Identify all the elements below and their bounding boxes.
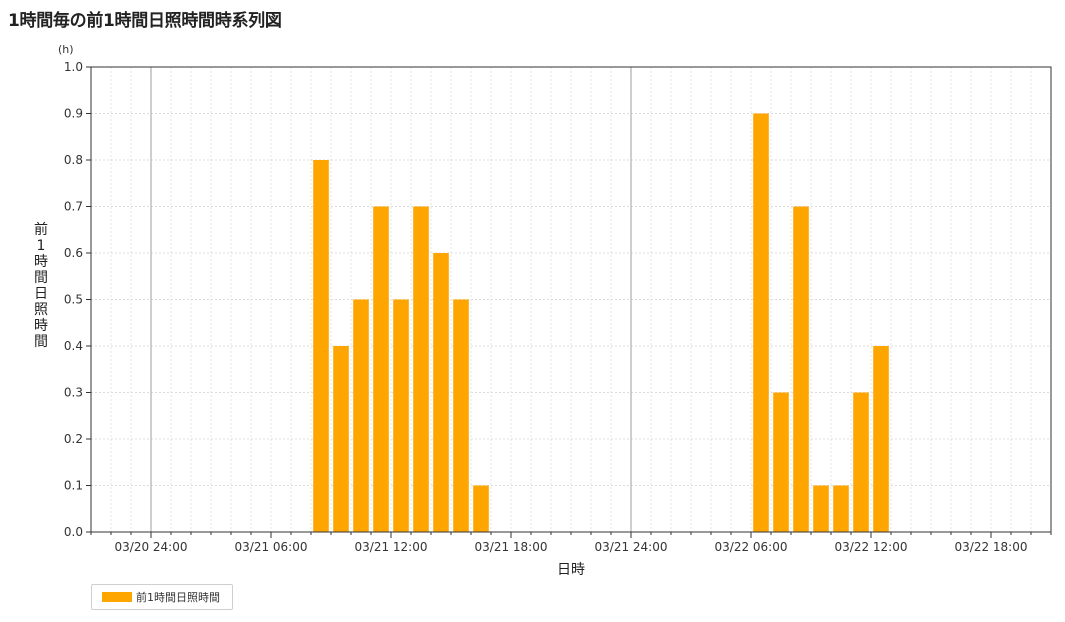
bar — [473, 485, 489, 532]
y-tick-label: 0.3 — [64, 386, 83, 400]
chart-title: 1時間毎の前1時間日照時間時系列図 — [8, 11, 282, 31]
bar — [373, 206, 389, 532]
bar — [453, 299, 469, 532]
legend-label: 前1時間日照時間 — [136, 591, 220, 604]
x-axis-label: 日時 — [557, 562, 585, 578]
y-axis-label-char: 前 — [34, 221, 48, 238]
legend[interactable]: 前1時間日照時間 — [91, 584, 233, 610]
bar — [333, 346, 349, 532]
y-axis-label-char: 照 — [34, 302, 48, 318]
grid-lines — [91, 67, 1051, 532]
y-tick-label: 0.2 — [64, 432, 83, 446]
y-axis-label-char: 間 — [34, 334, 48, 350]
bar — [433, 253, 449, 532]
x-tick-label: 03/22 12:00 — [835, 540, 908, 554]
x-tick-label: 03/22 06:00 — [715, 540, 788, 554]
x-tick-label: 03/21 06:00 — [235, 540, 308, 554]
y-tick-label: 0.0 — [64, 525, 83, 539]
y-tick-label: 0.7 — [64, 200, 83, 214]
bar-series — [313, 113, 889, 532]
axes: 0.0 0.1 0.2 0.3 0.4 0.5 0.6 0.7 0.8 0.9 1.0 03/20 2… — [64, 60, 1052, 554]
y-tick-label: 0.4 — [64, 339, 83, 353]
bar — [793, 206, 809, 532]
x-tick-label: 03/21 18:00 — [475, 540, 548, 554]
y-axis-label: 前1時間日照時間 — [34, 221, 48, 350]
bar — [413, 206, 429, 532]
y-axis-label-char: 時 — [34, 254, 48, 270]
bar — [853, 392, 869, 532]
y-tick-label: 0.5 — [64, 293, 83, 307]
bar — [393, 299, 409, 532]
bar — [833, 485, 849, 532]
y-tick-label: 1.0 — [64, 60, 83, 74]
bar — [353, 299, 369, 532]
y-tick-label: 0.1 — [64, 479, 83, 493]
x-tick-label: 03/21 24:00 — [595, 540, 668, 554]
y-axis-label-char: 間 — [34, 270, 48, 286]
y-axis-unit: (h) — [58, 43, 74, 56]
y-axis-label-char: 1 — [37, 238, 46, 254]
x-tick-label: 03/22 18:00 — [955, 540, 1028, 554]
legend-swatch — [102, 592, 132, 602]
bar — [753, 113, 769, 532]
y-axis-label-char: 日 — [34, 286, 48, 302]
y-tick-label: 0.6 — [64, 246, 83, 260]
bar — [773, 392, 789, 532]
x-tick-label: 03/21 12:00 — [355, 540, 428, 554]
y-tick-label: 0.9 — [64, 107, 83, 121]
bar — [813, 485, 829, 532]
bar — [873, 346, 889, 532]
bar — [313, 160, 329, 532]
y-tick-label: 0.8 — [64, 153, 83, 167]
x-tick-label: 03/20 24:00 — [115, 540, 188, 554]
y-axis-label-char: 時 — [34, 318, 48, 334]
